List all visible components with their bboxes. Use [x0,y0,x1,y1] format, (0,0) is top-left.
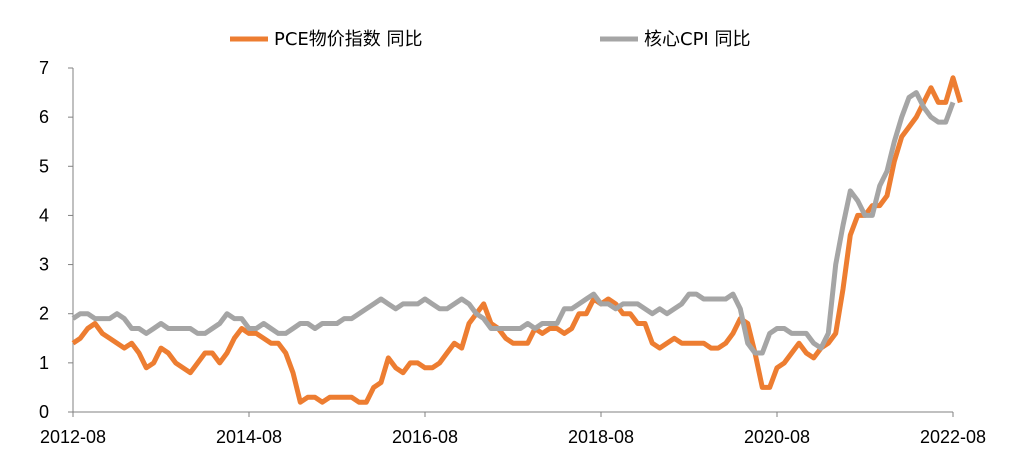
y-tick-label: 6 [39,107,49,127]
y-tick-label: 4 [39,205,49,225]
y-tick-label: 2 [39,304,49,324]
y-tick-label: 0 [39,402,49,422]
y-tick-label: 5 [39,156,49,176]
y-tick-label: 7 [39,58,49,78]
x-tick-label: 2020-08 [744,427,810,447]
x-tick-label: 2022-08 [920,427,986,447]
legend-label-2: 核心CPI 同比 [644,29,750,50]
series-line-1 [71,75,963,405]
series-layer [71,75,963,405]
x-tick-label: 2014-08 [216,427,282,447]
y-tick-label: 1 [39,353,49,373]
legend-label-1: PCE物价指数 同比 [274,29,423,50]
x-axis: 2012-08 2014-08 2016-08 2018-08 2020-08 2022-… [40,411,986,447]
x-tick-label: 2016-08 [392,427,458,447]
series-line-2 [71,90,956,356]
y-axis: 0 1 2 3 4 5 6 7 [39,58,74,422]
chart-legend: PCE物价指数 同比 核心CPI 同比 [230,29,750,50]
y-tick-label: 3 [39,255,49,275]
x-tick-label: 2012-08 [40,427,106,447]
x-tick-label: 2018-08 [568,427,634,447]
